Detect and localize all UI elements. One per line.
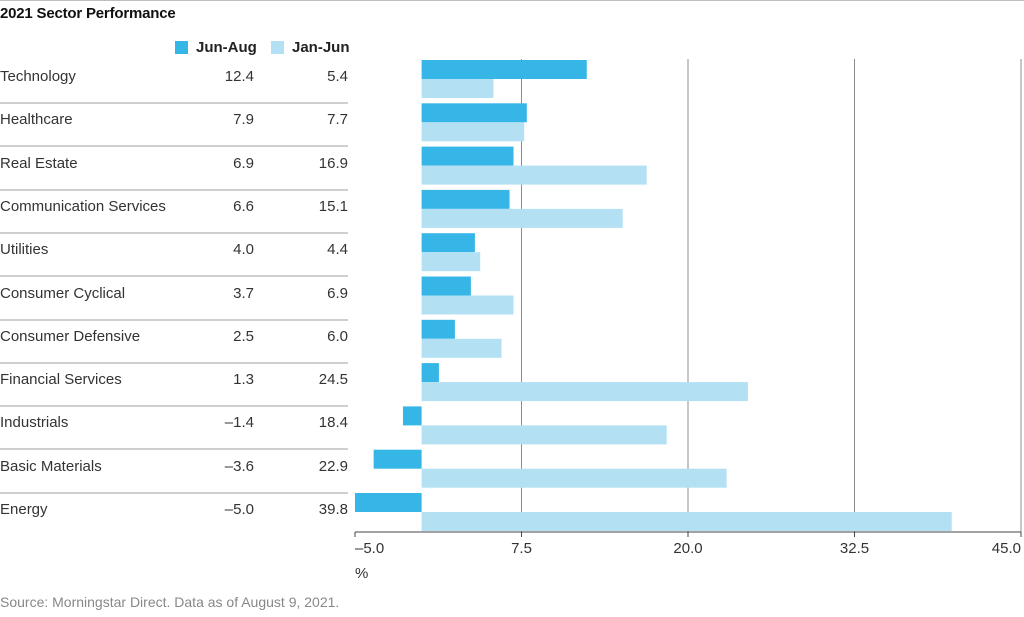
sector-label: Real Estate [0, 154, 78, 172]
bar-jan-jun [421, 122, 525, 142]
legend-swatch-jun-aug [175, 40, 188, 54]
jun-aug-value: 2.5 [233, 327, 254, 345]
sector-label: Utilities [0, 241, 49, 259]
legend-item-jan-jun: Jan-Jun [271, 38, 350, 56]
jan-jun-value: 24.5 [318, 371, 348, 389]
x-tick-label: –5.0 [355, 540, 384, 557]
jun-aug-value: 6.6 [233, 197, 254, 215]
jun-aug-value: –1.4 [224, 414, 254, 432]
bar-jun-aug [421, 189, 510, 209]
x-tick-label: 20.0 [673, 540, 702, 557]
bar-jan-jun [421, 295, 514, 315]
table-row: Communication Services 6.6 15.1 [0, 189, 348, 234]
chart-title: 2021 Sector Performance [0, 5, 176, 22]
bar-jan-jun [421, 165, 647, 185]
sector-label: Communication Services [0, 197, 166, 215]
table-row: Healthcare 7.9 7.7 [0, 102, 348, 148]
jan-jun-value: 7.7 [327, 111, 348, 129]
legend-label-jan-jun: Jan-Jun [292, 38, 350, 56]
jun-aug-value: 1.3 [233, 371, 254, 389]
jan-jun-value: 6.9 [327, 284, 348, 302]
bar-jun-aug [421, 103, 527, 123]
bar-jan-jun [421, 208, 623, 228]
jan-jun-value: 22.9 [318, 457, 348, 475]
sector-label: Consumer Cyclical [0, 284, 126, 302]
bar-jun-aug [421, 319, 455, 339]
jun-aug-value: 4.0 [233, 241, 254, 259]
jan-jun-value: 39.8 [318, 501, 348, 518]
bar-jun-aug [402, 406, 422, 426]
table-row: Energy –5.0 39.8 [0, 492, 348, 535]
table-row: Financial Services 1.3 24.5 [0, 362, 348, 408]
jan-jun-value: 16.9 [318, 154, 348, 172]
jan-jun-value: 6.0 [327, 327, 348, 345]
jan-jun-value: 15.1 [318, 197, 348, 215]
sector-label: Energy [0, 501, 48, 518]
bar-jan-jun [421, 425, 667, 445]
sector-label: Industrials [0, 414, 69, 432]
legend-swatch-jan-jun [271, 40, 284, 54]
bar-jun-aug [421, 60, 587, 79]
table-row: Consumer Defensive 2.5 6.0 [0, 319, 348, 364]
jun-aug-value: –5.0 [224, 501, 254, 518]
bar-jun-aug [355, 493, 422, 512]
sector-label: Consumer Defensive [0, 327, 141, 345]
x-axis-unit: % [355, 565, 369, 582]
table-row: Utilities 4.0 4.4 [0, 232, 348, 278]
source-note: Source: Morningstar Direct. Data as of A… [0, 594, 340, 610]
bar-jan-jun [421, 252, 481, 272]
bar-jun-aug [421, 363, 439, 383]
bar-jun-aug [421, 146, 514, 166]
bar-jan-jun [421, 382, 748, 402]
jun-aug-value: 3.7 [233, 284, 254, 302]
sector-label: Basic Materials [0, 457, 102, 475]
table-row: Technology 12.4 5.4 [0, 59, 348, 104]
sector-label: Financial Services [0, 371, 122, 389]
jun-aug-value: –3.6 [224, 457, 254, 475]
bar-jan-jun [421, 512, 952, 531]
table-row: Basic Materials –3.6 22.9 [0, 449, 348, 494]
sector-label: Technology [0, 68, 76, 85]
jun-aug-value: 6.9 [233, 154, 254, 172]
jan-jun-value: 5.4 [327, 68, 348, 85]
x-tick-label: 32.5 [840, 540, 869, 557]
jan-jun-value: 4.4 [327, 241, 348, 259]
bar-jan-jun [421, 338, 502, 358]
legend-label-jun-aug: Jun-Aug [196, 38, 257, 56]
jan-jun-value: 18.4 [318, 414, 348, 432]
sector-label: Healthcare [0, 111, 73, 129]
bar-jan-jun [421, 79, 494, 98]
jun-aug-value: 12.4 [224, 68, 254, 85]
legend-item-jun-aug: Jun-Aug [175, 38, 257, 56]
x-tick-label: 7.5 [511, 540, 532, 557]
table-row: Real Estate 6.9 16.9 [0, 146, 348, 191]
jun-aug-value: 7.9 [233, 111, 254, 129]
table-row: Industrials –1.4 18.4 [0, 405, 348, 451]
table-row: Consumer Cyclical 3.7 6.9 [0, 276, 348, 321]
x-tick-label: 45.0 [992, 540, 1021, 557]
bar-jun-aug [421, 276, 471, 296]
bar-jun-aug [373, 449, 422, 469]
bar-jan-jun [421, 468, 727, 488]
bar-jun-aug [421, 233, 475, 253]
top-rule [0, 0, 1024, 1]
